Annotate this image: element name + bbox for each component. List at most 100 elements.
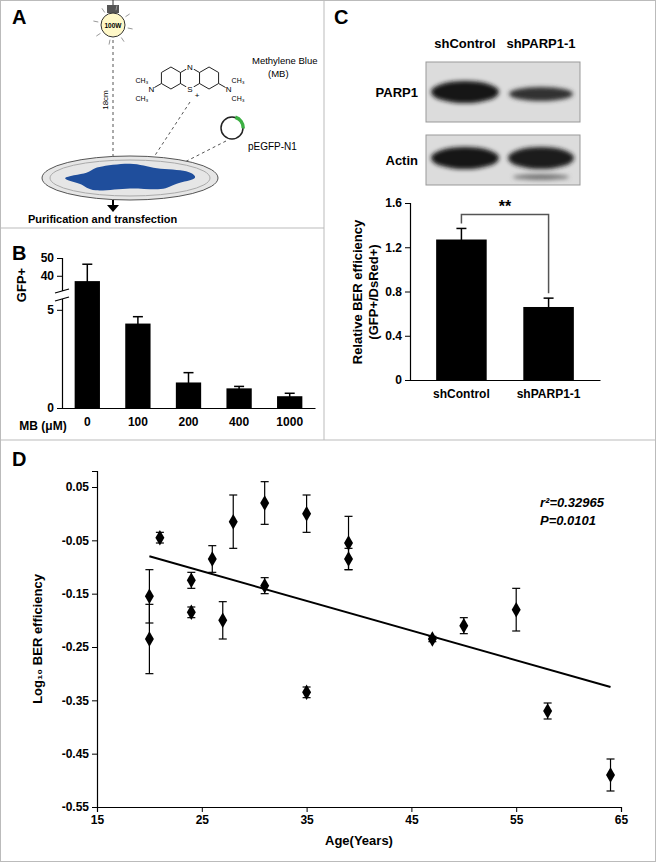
tick: 25 (196, 807, 210, 827)
tick-label: 400 (229, 415, 249, 429)
tick-label: -0.55 (62, 800, 90, 814)
tick-label: 25 (196, 813, 210, 827)
axis-line (92, 472, 98, 808)
error-bar (261, 482, 269, 525)
ring (200, 67, 219, 89)
tick-mark (202, 807, 203, 812)
error-cap (133, 316, 143, 318)
tick: 15 (91, 807, 105, 827)
error-bar (345, 548, 353, 569)
tick: 200 (178, 415, 198, 429)
lamp-ray (93, 21, 98, 23)
lamp-ray (96, 33, 100, 36)
atom-label: S (187, 85, 192, 94)
error-bar (229, 495, 237, 548)
lane-label: shPARP1-1 (506, 36, 575, 51)
tick: shControl (433, 387, 490, 401)
lamp-ray (115, 5, 117, 10)
tick-label: 1.2 (385, 241, 402, 255)
atom-bg (186, 63, 195, 72)
axis: shControl shPARP1-1 (411, 381, 601, 401)
bar (523, 307, 574, 380)
tick-mark (92, 700, 97, 701)
tick-mark (405, 336, 410, 337)
axis-title: (GFP+/DsRed+) (366, 244, 381, 339)
tick-label: shControl (433, 387, 490, 401)
axis: 152535455565 (91, 807, 629, 827)
error-bar (208, 546, 216, 573)
tick: 400 (229, 415, 249, 429)
lamp-ray (102, 8, 105, 12)
frame (1, 1, 656, 862)
tick-label: 1.6 (385, 196, 402, 210)
error-line (548, 298, 550, 316)
blot-band (431, 81, 499, 103)
axis-line (57, 259, 63, 409)
axis-title: MB (μM) (19, 419, 66, 433)
error-line (87, 264, 89, 291)
error-bar (285, 393, 295, 399)
error-cap (345, 569, 353, 570)
tick-label: 200 (178, 415, 198, 429)
error-cap (184, 372, 194, 374)
plot-area (75, 264, 303, 408)
point (302, 506, 311, 522)
atom-label: N (187, 63, 193, 72)
atom-label: CH₃ (135, 95, 148, 102)
tick: 55 (510, 807, 524, 827)
tick-mark (57, 258, 62, 259)
error-cap (229, 494, 237, 495)
tick: 100 (128, 415, 148, 429)
axis-line (63, 408, 316, 409)
atom-bg (186, 85, 195, 94)
error-cap (208, 545, 216, 546)
tick-mark (621, 807, 622, 812)
tick: -0.45 (62, 747, 97, 761)
blot-band (513, 174, 569, 180)
tick-mark (405, 292, 410, 293)
point (145, 631, 154, 647)
axis: 00.40.81.21.6 (385, 196, 410, 387)
error-bar (82, 264, 92, 291)
step-label: Purification and transfection (28, 213, 177, 225)
trend-line (149, 556, 610, 687)
panel-letter: A (12, 6, 26, 28)
tick-label: -0.35 (62, 694, 90, 708)
tick-label: shPARP1-1 (517, 387, 581, 401)
tick: 1000 (276, 415, 303, 429)
divider (0, 228, 324, 229)
plot-area (436, 228, 574, 380)
tick-mark (57, 276, 62, 277)
tick-label: 0.4 (385, 329, 402, 343)
tick: shPARP1-1 (517, 387, 581, 401)
error-cap (234, 386, 244, 388)
error-bar (261, 578, 269, 594)
error-cap (456, 228, 466, 230)
error-bar (184, 373, 194, 393)
point (260, 578, 269, 594)
blot-band (508, 147, 574, 169)
tick-label: -0.25 (62, 640, 90, 654)
error-bar (345, 516, 353, 569)
dish (42, 156, 218, 200)
tick-mark (92, 647, 97, 648)
atom-label: CH₃ (232, 95, 245, 102)
error-cap (512, 630, 520, 631)
tick-mark (57, 408, 62, 409)
atom-label: CH₃ (135, 77, 148, 84)
tick-label: 35 (300, 813, 314, 827)
arrow-head (107, 205, 119, 212)
point (512, 602, 521, 618)
distance-line (113, 40, 114, 158)
panel-letter: D (12, 448, 26, 470)
error-cap (229, 548, 237, 549)
error-bar (512, 588, 520, 631)
error-cap (512, 588, 520, 589)
tick-mark (92, 487, 97, 488)
tick-mark (92, 754, 97, 755)
error-cap (607, 790, 615, 791)
point (145, 589, 154, 605)
lamp-bulb (101, 13, 125, 37)
point (187, 573, 196, 589)
error-cap (544, 297, 554, 299)
